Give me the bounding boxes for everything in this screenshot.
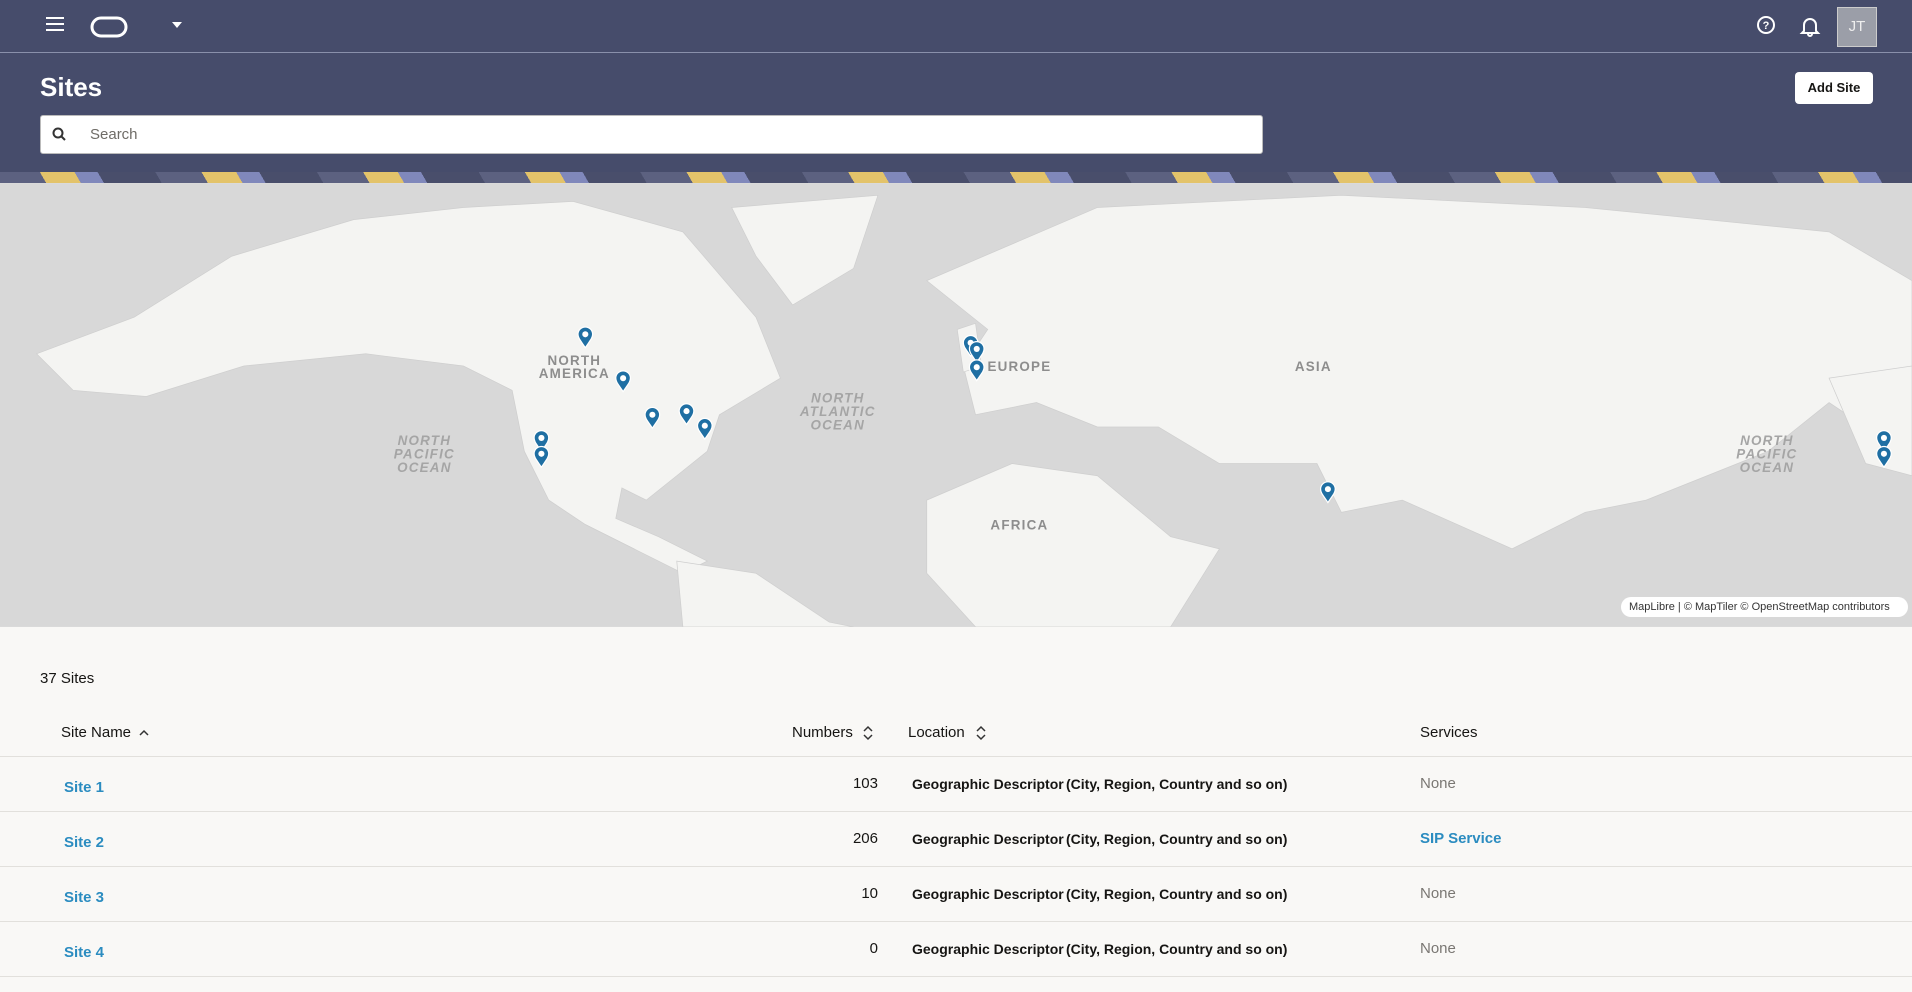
map-label: OCEAN bbox=[397, 460, 452, 475]
numbers-cell: 10 bbox=[861, 885, 878, 902]
site-marker-dot bbox=[538, 450, 545, 457]
map-label: PACIFIC bbox=[1736, 447, 1797, 462]
numbers-cell: 206 bbox=[852, 830, 878, 847]
services-cell: None bbox=[1420, 940, 1456, 957]
map-label: OCEAN bbox=[1740, 460, 1795, 475]
site-name-link[interactable]: Site 2 bbox=[64, 834, 105, 851]
site-count: 37 Sites bbox=[40, 670, 95, 687]
search-icon bbox=[52, 127, 66, 141]
site-marker-dot bbox=[683, 408, 690, 415]
page-title: Sites bbox=[40, 72, 103, 102]
help-icon[interactable]: ? bbox=[1754, 13, 1778, 37]
services-cell[interactable]: SIP Service bbox=[1420, 830, 1502, 847]
table-row[interactable]: Site 4 0 Geographic Descriptor (City, Regio… bbox=[0, 922, 1912, 977]
location-detail: (City, Region, Country and so on) bbox=[1066, 941, 1288, 957]
site-marker-dot bbox=[1324, 486, 1331, 493]
site-name-link[interactable]: Site 3 bbox=[64, 889, 105, 906]
table-body: Site 1 103 Geographic Descriptor (City, Reg… bbox=[0, 756, 1912, 977]
site-marker[interactable] bbox=[968, 341, 985, 364]
map-label: NORTH bbox=[398, 433, 452, 448]
site-marker[interactable] bbox=[1876, 430, 1892, 453]
map-label: ATLANTIC bbox=[799, 404, 876, 419]
logo[interactable] bbox=[90, 15, 130, 39]
sort-icon[interactable] bbox=[975, 724, 987, 742]
column-header: Services bbox=[1420, 724, 1478, 741]
site-marker-dot bbox=[649, 411, 656, 418]
site-marker[interactable] bbox=[1319, 481, 1336, 504]
location-name: Geographic Descriptor bbox=[912, 831, 1064, 847]
search-placeholder: Search bbox=[90, 126, 138, 143]
notifications-icon[interactable] bbox=[1798, 14, 1822, 38]
map-label: PACIFIC bbox=[394, 447, 455, 462]
search-box[interactable]: Search bbox=[40, 115, 1263, 154]
site-marker[interactable] bbox=[533, 445, 550, 469]
services-cell: None bbox=[1420, 775, 1456, 792]
map-label: NORTH bbox=[547, 353, 601, 368]
location-name: Geographic Descriptor bbox=[912, 941, 1064, 957]
sort-icon[interactable] bbox=[138, 726, 150, 740]
dropdown[interactable] bbox=[170, 20, 184, 30]
map[interactable]: NORTH AMERICA EUROPE ASIA AFRICA NORTH A… bbox=[0, 183, 1912, 627]
site-marker[interactable] bbox=[577, 326, 594, 349]
site-marker-dot bbox=[701, 422, 708, 429]
site-marker[interactable] bbox=[678, 403, 695, 426]
site-marker[interactable] bbox=[644, 406, 661, 430]
site-marker[interactable] bbox=[696, 417, 713, 441]
map-label: NORTH bbox=[1740, 433, 1794, 448]
map-label: ASIA bbox=[1295, 359, 1332, 374]
site-marker-dot bbox=[973, 345, 980, 352]
map-label: AFRICA bbox=[990, 517, 1048, 532]
menu-button[interactable] bbox=[44, 14, 68, 34]
column-header[interactable]: Location bbox=[908, 724, 965, 741]
map-label: OCEAN bbox=[810, 417, 865, 432]
numbers-cell: 103 bbox=[852, 775, 878, 792]
site-marker-dot bbox=[538, 434, 545, 441]
site-marker[interactable] bbox=[615, 370, 632, 393]
sort-icon[interactable] bbox=[862, 724, 874, 742]
site-marker-dot bbox=[620, 375, 627, 382]
location-detail: (City, Region, Country and so on) bbox=[1066, 831, 1288, 847]
svg-text:?: ? bbox=[1763, 20, 1770, 32]
site-marker[interactable] bbox=[533, 430, 550, 453]
column-header[interactable]: Site Name bbox=[61, 724, 132, 741]
location-detail: (City, Region, Country and so on) bbox=[1066, 776, 1288, 792]
table-row[interactable]: Site 3 10 Geographic Descriptor (City, Regi… bbox=[0, 867, 1912, 922]
site-marker-dot bbox=[1880, 434, 1888, 441]
location-name: Geographic Descriptor bbox=[912, 776, 1064, 792]
land bbox=[35, 194, 1912, 627]
site-marker[interactable] bbox=[1876, 445, 1892, 469]
location-detail: (City, Region, Country and so on) bbox=[1066, 886, 1288, 902]
site-marker-dot bbox=[973, 364, 980, 371]
site-marker-dot bbox=[1880, 450, 1888, 457]
site-name-link[interactable]: Site 4 bbox=[64, 944, 105, 961]
site-marker[interactable] bbox=[968, 359, 985, 382]
add-site-button[interactable]: Add Site bbox=[1795, 72, 1873, 104]
map-label: NORTH bbox=[811, 391, 865, 406]
avatar[interactable]: JT bbox=[1837, 7, 1877, 47]
table-row[interactable]: Site 1 103 Geographic Descriptor (City, Reg… bbox=[0, 757, 1912, 812]
top-bar: ? JT bbox=[0, 0, 1912, 53]
location-name: Geographic Descriptor bbox=[912, 886, 1064, 902]
column-header[interactable]: Numbers bbox=[792, 724, 853, 741]
header-area: ? JT Sites Add Site Search bbox=[0, 0, 1912, 172]
site-name-link[interactable]: Site 1 bbox=[64, 779, 105, 796]
services-cell: None bbox=[1420, 885, 1456, 902]
decorative-strip bbox=[0, 172, 1912, 183]
numbers-cell: 0 bbox=[869, 940, 878, 957]
table-row[interactable]: Site 2 206 Geographic Descriptor (City, Reg… bbox=[0, 812, 1912, 867]
map-label: AMERICA bbox=[539, 366, 610, 381]
map-attribution: MapLibre | © MapTiler © OpenStreetMap co… bbox=[1621, 597, 1908, 617]
map-label: EUROPE bbox=[987, 359, 1051, 374]
site-marker-dot bbox=[582, 331, 589, 338]
